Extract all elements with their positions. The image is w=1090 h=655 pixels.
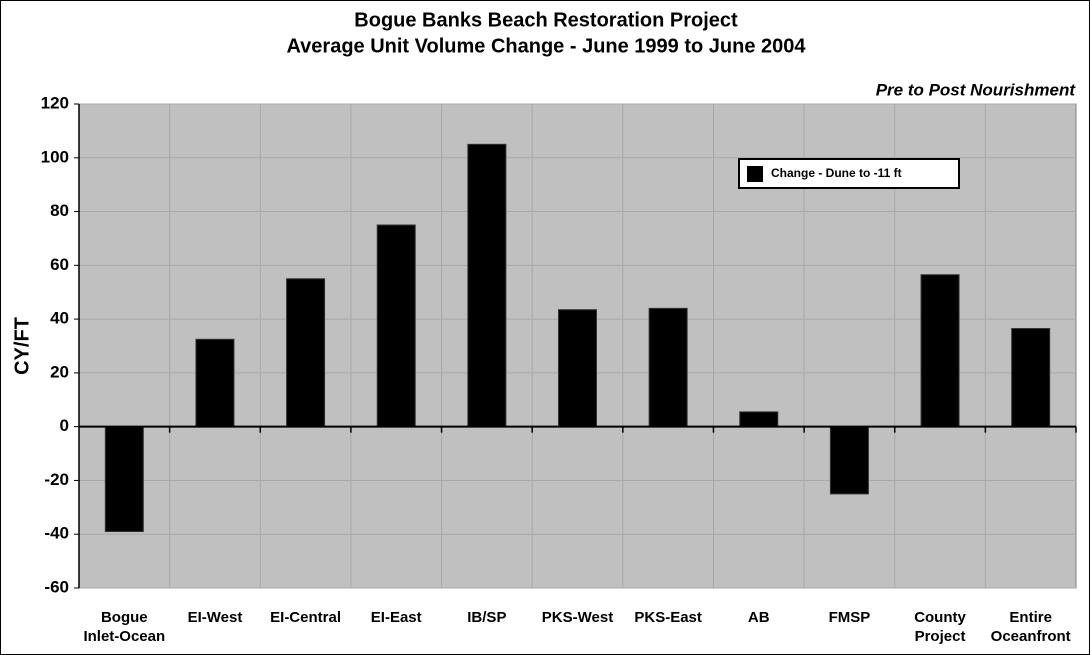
x-tick-label: PKS-East — [634, 609, 702, 626]
bar — [558, 309, 597, 428]
y-tick-label: 20 — [50, 362, 69, 381]
legend-swatch — [747, 166, 763, 182]
bar — [920, 274, 960, 428]
x-tick-label: FMSP — [828, 609, 871, 626]
bar — [467, 143, 507, 428]
x-tick-label: EI-West — [187, 609, 243, 626]
bar — [286, 278, 326, 428]
legend-box — [738, 158, 960, 189]
bar — [648, 307, 688, 428]
x-tick-label: PKS-West — [541, 609, 614, 626]
y-tick-label: -40 — [44, 524, 69, 543]
y-tick-label: 80 — [50, 201, 69, 220]
y-tick-label: 40 — [50, 309, 69, 328]
annotation: Pre to Post Nourishment — [876, 80, 1077, 99]
bar — [195, 338, 235, 428]
chart-title: Bogue Banks Beach Restoration Project — [354, 9, 738, 31]
y-tick-label: 100 — [41, 147, 69, 166]
y-tick-label: 120 — [41, 93, 69, 112]
x-tick-label: AB — [747, 609, 770, 626]
chart-subtitle: Average Unit Volume Change - June 1999 t… — [286, 35, 806, 57]
bar — [739, 411, 779, 428]
x-tick-label: Bogue Inlet-Ocean — [83, 609, 166, 645]
x-tick-label: EI-Central — [270, 609, 341, 626]
x-tick-label: IB/SP — [467, 609, 507, 626]
y-axis-label: CY/FT — [11, 317, 33, 375]
x-tick-label: EI-East — [370, 609, 422, 626]
bar — [1011, 328, 1051, 428]
y-tick-label: -60 — [44, 577, 69, 596]
bar — [104, 426, 144, 533]
x-tick-label: Entire Oceanfront — [990, 609, 1071, 645]
bar — [829, 426, 869, 495]
x-tick-label: County Project — [914, 609, 966, 645]
legend-label: Change - Dune to -11 ft — [771, 166, 902, 180]
bar — [376, 224, 416, 428]
y-tick-label: 0 — [60, 416, 69, 435]
y-tick-label: 60 — [50, 255, 69, 274]
y-tick-label: -20 — [44, 470, 69, 489]
